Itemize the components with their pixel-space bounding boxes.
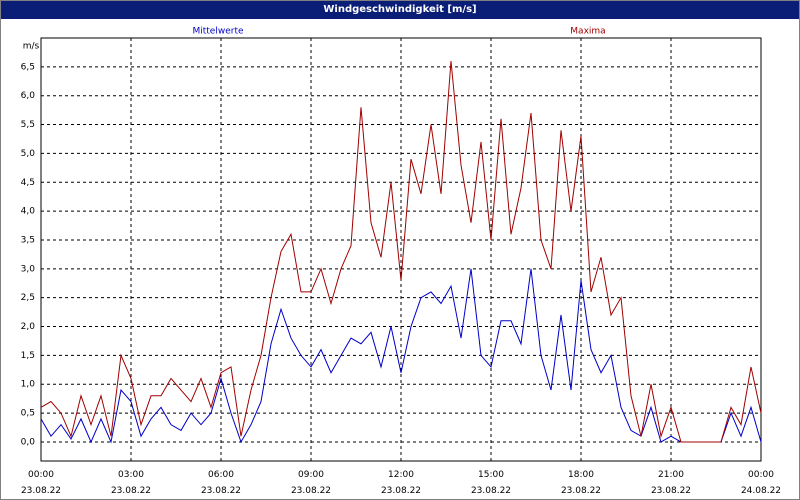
y-tick-label: 3,0: [21, 264, 36, 274]
y-tick-label: 4,0: [21, 207, 36, 217]
y-tick-label: 0,5: [21, 409, 35, 419]
x-tick-label: 09:00 23.08.22: [290, 470, 332, 496]
legend-entry: Maxima: [570, 27, 605, 37]
y-tick-label: 1,5: [21, 351, 35, 361]
data-line: [40, 61, 762, 443]
y-tick-label: 0,0: [21, 437, 36, 447]
y-tick-label: 5,0: [21, 149, 36, 159]
legend-entry: Mittelwerte: [192, 27, 243, 37]
y-tick-label: 4,5: [21, 178, 35, 188]
y-tick-label: 6,0: [21, 91, 36, 101]
x-tick-label: 15:00 23.08.22: [470, 470, 512, 496]
x-tick-label: 03:00 23.08.22: [110, 470, 152, 496]
y-tick-label: 6,5: [21, 62, 35, 72]
x-tick-label: 21:00 23.08.22: [650, 470, 692, 496]
title-bar: Windgeschwindigkeit [m/s]: [1, 1, 799, 19]
y-tick-label: 3,5: [21, 235, 35, 245]
x-tick-label: 00:00 24.08.22: [740, 470, 782, 496]
x-tick-label: 18:00 23.08.22: [560, 470, 602, 496]
x-tick-label: 12:00 23.08.22: [380, 470, 422, 496]
y-tick-label: 2,5: [21, 293, 35, 303]
x-tick-label: 00:00 23.08.22: [20, 470, 62, 496]
y-tick-label: 1,0: [21, 380, 36, 390]
y-unit: m/s: [23, 42, 40, 52]
y-tick-label: 5,5: [21, 120, 35, 130]
y-tick-label: 2,0: [21, 322, 36, 332]
x-tick-label: 06:00 23.08.22: [200, 470, 242, 496]
